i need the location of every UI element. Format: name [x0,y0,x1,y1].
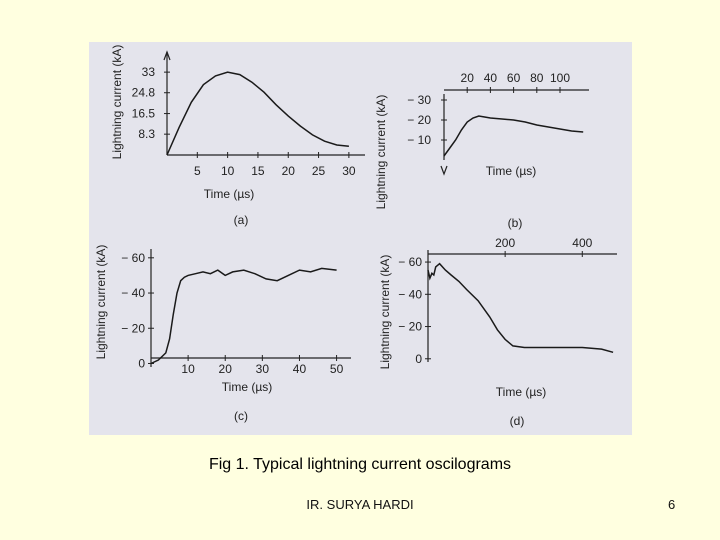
panel-b-x-tick-label: 100 [550,71,570,85]
panel-a-x-tick-label: 30 [342,164,356,178]
panel-d-y-tick-label: − 60 [398,255,422,269]
panel-a-x-tick-label: 10 [221,164,235,178]
panel-c-series-line [150,267,337,365]
panel-a-y-tick-label: 8.3 [138,127,155,141]
panel-d-panel-label: (d) [510,414,525,428]
panel-a-series-line [166,71,349,156]
panel-c-y-tick-label: 0 [138,356,145,370]
panel-a-panel-label: (a) [234,213,249,227]
panel-d-y-tick-label: 0 [415,352,422,366]
panel-c-y-tick-label: − 40 [121,286,145,300]
panel-c-y-tick-label: − 20 [121,321,145,335]
panel-a-y-axis-label: Lightning current (kA) [110,45,124,160]
panel-a-y-tick-label: 24.8 [132,86,156,100]
figure-caption: Fig 1. Typical lightning current oscilog… [208,456,512,473]
panel-a-x-axis-label: Time (µs) [204,187,254,201]
panel-a-y-tick-label: 33 [142,65,156,79]
panel-d-y-tick-label: − 20 [398,320,422,334]
panel-a-y-tick-label: 16.5 [132,107,156,121]
panel-c-x-tick-label: 50 [330,362,344,376]
panel-c-y-tick-label: − 60 [121,251,145,265]
panel-d-x-tick-label: 400 [572,236,592,250]
author-footer: IR. SURYA HARDI [306,497,414,512]
panel-a-x-tick-label: 15 [251,164,265,178]
page-number: 6 [668,497,676,512]
panel-c-y-axis-label: Lightning current (kA) [94,245,108,360]
panel-b-y-tick-label: − 10 [407,133,431,147]
panel-b-x-tick-label: 40 [484,71,498,85]
panel-c-x-tick-label: 40 [293,362,307,376]
panel-a-y-arrow [163,50,171,61]
panel-d-x-tick-label: 200 [495,236,515,250]
panel-d-y-axis-label: Lightning current (kA) [378,255,392,370]
panel-a-x-tick-label: 5 [194,164,201,178]
oscillogram-figure: 5 10 15 20 25 30 33 24.8 16.5 8.3 Time (µs) Lightni… [89,42,632,435]
panel-d-y-tick-label: − 40 [398,287,422,301]
panel-a-x-tick-label: 25 [312,164,326,178]
panel-b-series-line [443,115,584,157]
panel-b-y-tick-label: − 30 [407,93,431,107]
panel-b-panel-label: (b) [508,216,523,230]
panel-b-x-tick-label: 20 [461,71,475,85]
panel-b-x-axis-label: Time (µs) [486,164,536,178]
panel-b-y-axis-label: Lightning current (kA) [374,95,388,210]
panel-c-x-tick-label: 30 [256,362,270,376]
panel-a-x-tick-label: 20 [282,164,296,178]
panel-b-y-arrow [440,165,448,176]
panel-c-panel-label: (c) [234,409,248,423]
oscillogram-charts: 5 10 15 20 25 30 33 24.8 16.5 8.3 Time (µs) Lightni… [94,45,617,428]
panel-b-x-tick-label: 80 [530,71,544,85]
panel-b-x-tick-label: 60 [507,71,521,85]
panel-b-y-tick-label: − 20 [407,113,431,127]
panel-d-series-line [427,262,614,354]
panel-c-x-axis-label: Time (µs) [222,380,272,394]
panel-d-x-axis-label: Time (µs) [496,385,546,399]
panel-c-x-tick-label: 10 [181,362,195,376]
panel-c-x-tick-label: 20 [219,362,233,376]
